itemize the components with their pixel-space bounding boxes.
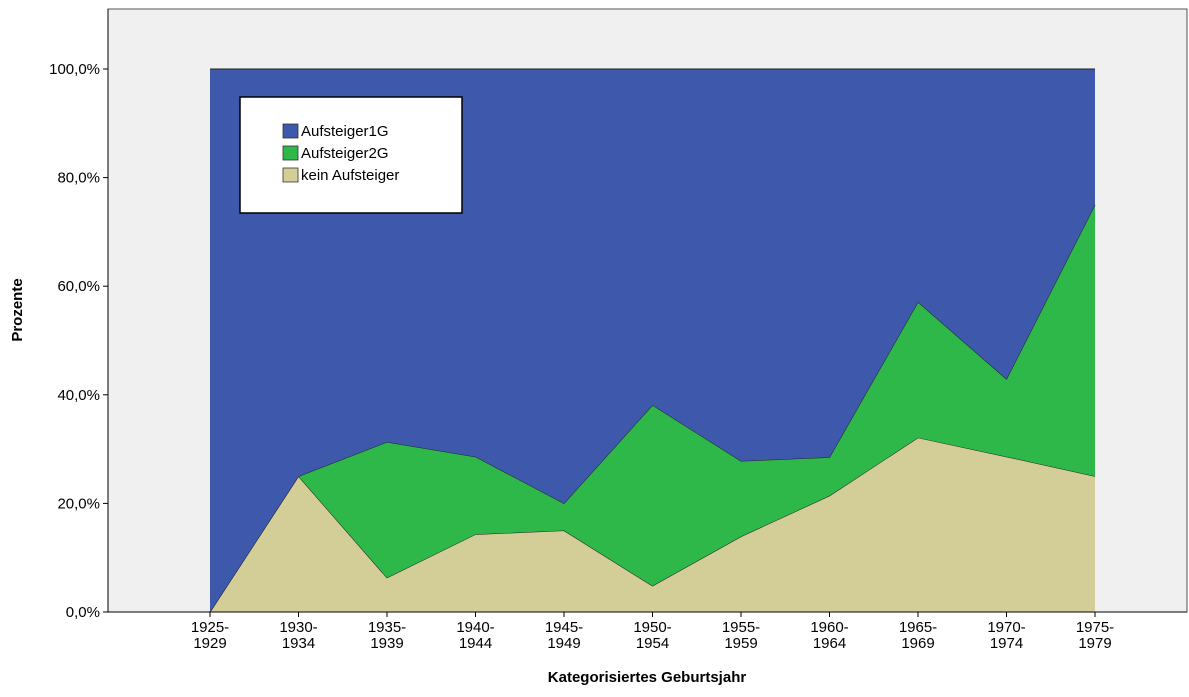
x-tick-label: 1970-1974 xyxy=(987,619,1025,652)
y-tick-label: 100,0% xyxy=(49,61,100,78)
x-axis-title: Kategorisiertes Geburtsjahr xyxy=(548,669,747,686)
legend-swatch xyxy=(282,167,299,183)
x-tick-label: 1925-1929 xyxy=(191,619,229,652)
x-tick-label: 1955-1959 xyxy=(722,619,760,652)
legend-label: Aufsteiger1G xyxy=(301,123,389,140)
x-tick-label: 1975-1979 xyxy=(1076,619,1114,652)
legend-swatch xyxy=(282,123,299,139)
legend-label: kein Aufsteiger xyxy=(301,167,399,184)
y-tick-label: 40,0% xyxy=(57,387,100,404)
x-tick-label: 1965-1969 xyxy=(899,619,937,652)
x-tick-label: 1930-1934 xyxy=(279,619,317,652)
legend xyxy=(239,96,463,214)
x-tick-label: 1945-1949 xyxy=(545,619,583,652)
x-tick-label: 1960-1964 xyxy=(810,619,848,652)
y-tick-label: 0,0% xyxy=(66,604,100,621)
area xyxy=(210,437,1095,612)
y-tick-label: 20,0% xyxy=(57,495,100,512)
y-tick-label: 60,0% xyxy=(57,278,100,295)
x-tick-label: 1950-1954 xyxy=(633,619,671,652)
legend-swatch xyxy=(282,145,299,161)
x-tick-label: 1935-1939 xyxy=(368,619,406,652)
y-axis-title: Prozente xyxy=(9,278,26,341)
area xyxy=(210,204,1095,612)
x-tick-label: 1940-1944 xyxy=(456,619,494,652)
legend-label: Aufsteiger2G xyxy=(301,145,389,162)
y-tick-label: 80,0% xyxy=(57,170,100,187)
